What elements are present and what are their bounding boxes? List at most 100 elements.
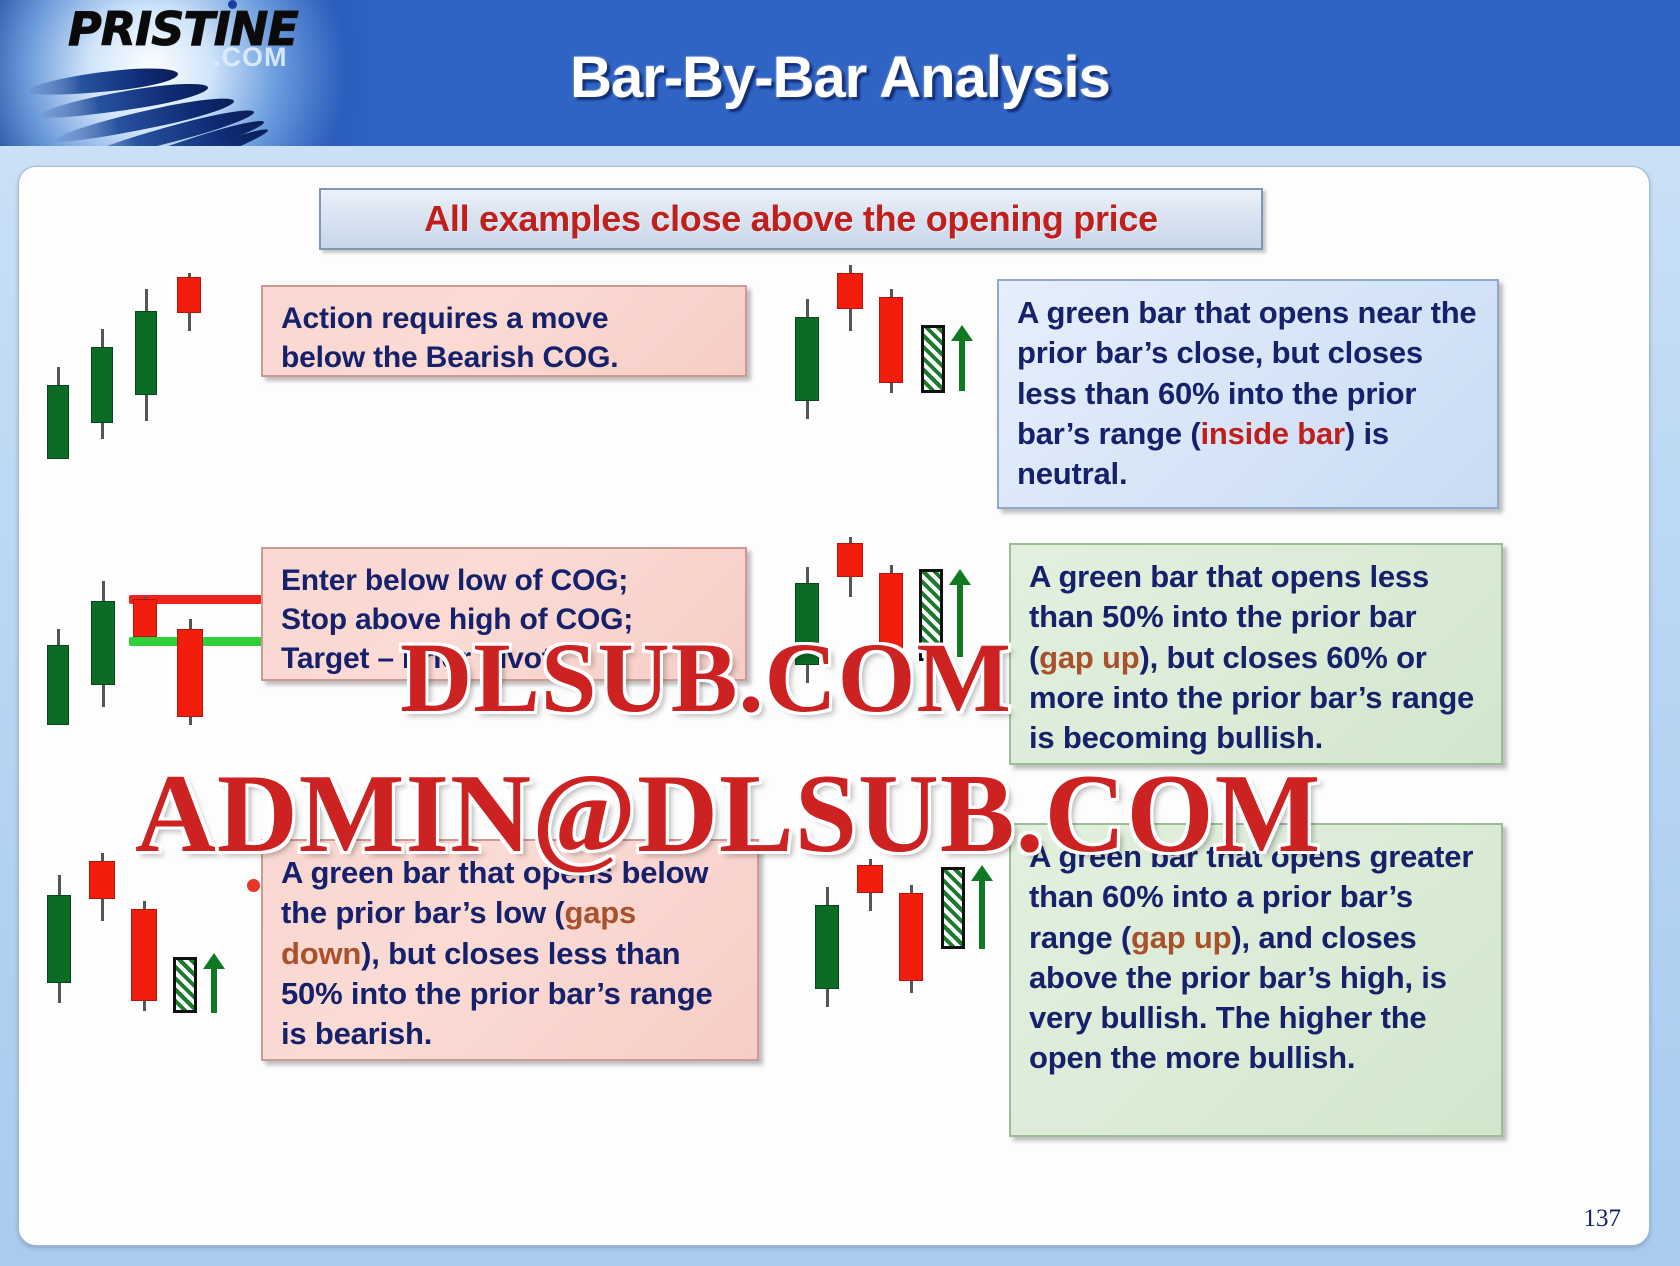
chart-top-right (779, 263, 999, 463)
red-dot-marker (247, 879, 260, 892)
arrow-head (971, 865, 993, 881)
textbox-line: below the Bearish COG. (281, 341, 619, 374)
arrow-head (203, 953, 225, 969)
textbox-line: Stop above high of COG; (281, 603, 634, 636)
candle-wick (57, 629, 60, 651)
up-arrow-icon (949, 569, 971, 657)
stop-line (129, 595, 265, 604)
candle-very-bullish-bar (941, 867, 965, 949)
candle (91, 581, 115, 707)
page-title: Bar-By-Bar Analysis (570, 45, 1111, 110)
candle-cog (133, 597, 157, 643)
candle-body (815, 905, 839, 989)
headline-banner-text: All examples close above the opening pri… (424, 198, 1158, 239)
textbox-very-bullish: A green bar that opens greater than 60% … (1009, 823, 1503, 1137)
page-number: 137 (1583, 1205, 1622, 1232)
textbox-text: ), and closes above the prior bar’s high… (1029, 919, 1447, 1076)
arrow-shaft (957, 583, 963, 657)
textbox-highlight: inside bar (1200, 415, 1345, 451)
candle-body (795, 583, 819, 665)
textbox-body: A green bar that opens less than 50% int… (1011, 545, 1501, 770)
slide-header: PRISTINE .COM Bar-By-Bar Analysis (0, 0, 1680, 146)
textbox-line: Action requires a move (281, 302, 609, 335)
logo-wordmark: PRISTINE (68, 2, 300, 57)
candle-body (919, 569, 943, 661)
textbox-action-requires-move: Action requires a move below the Bearish… (261, 285, 747, 377)
candle-body (879, 573, 903, 653)
candle (177, 273, 201, 331)
textbox-gaps-down-bearish: A green bar that opens below the prior b… (261, 839, 759, 1061)
candle-body (47, 645, 69, 725)
textbox-text: A green bar that opens greater than 60% … (1029, 839, 1474, 955)
candle-body (857, 865, 883, 893)
candle-body (91, 347, 113, 423)
arrow-shaft (959, 339, 965, 391)
candle (815, 887, 839, 1007)
candle-body (47, 895, 71, 983)
candle-body (133, 599, 157, 637)
content-card: All examples close above the opening pri… (18, 166, 1650, 1246)
textbox-text: ) is neutral. (1017, 415, 1389, 492)
logo-com-suffix: .COM (213, 42, 288, 72)
textbox-body: A green bar that opens greater than 60% … (1011, 825, 1501, 1091)
chart-bottom-right (799, 839, 1019, 1039)
candle (837, 537, 863, 597)
arrow-shaft (211, 967, 217, 1013)
chart-top-left (29, 267, 249, 459)
candle (91, 329, 113, 439)
logo-dot (228, 0, 237, 9)
candle-body (921, 325, 945, 393)
textbox-becoming-bullish: A green bar that opens less than 50% int… (1009, 543, 1503, 765)
textbox-body: A green bar that opens near the prior ba… (999, 281, 1497, 506)
up-arrow-icon (971, 865, 993, 949)
textbox-line: Enter below low of COG; (281, 564, 629, 597)
up-arrow-icon (951, 325, 973, 391)
arrow-shaft (979, 879, 985, 949)
candle (47, 629, 69, 725)
arrow-head (951, 325, 973, 341)
candle-body (131, 909, 157, 1001)
candle (837, 265, 863, 331)
textbox-line: Target – Prior Pivot. (281, 642, 560, 675)
candle (879, 289, 903, 393)
textbox-text: ), but closes 60% or more into the prior… (1029, 639, 1475, 756)
candle-body (47, 385, 69, 459)
textbox-highlight: gaps down (281, 895, 637, 971)
candle (47, 367, 69, 459)
candle-body (173, 957, 197, 1013)
candle-gap-down-bar (173, 957, 197, 1013)
candle-body (879, 297, 903, 383)
candle (135, 289, 157, 421)
candle (795, 299, 819, 419)
candle-body (837, 543, 863, 577)
textbox-highlight: gap up (1039, 639, 1140, 675)
candle-body (91, 601, 115, 685)
candle-body (899, 893, 923, 981)
candle-body (837, 273, 863, 309)
candle-body (177, 277, 201, 313)
arrow-head (949, 569, 971, 585)
candle-body (177, 629, 203, 717)
candle (795, 567, 819, 683)
candle-gap-up-bar (919, 569, 943, 661)
textbox-text: A green bar that opens less than 50% int… (1029, 559, 1430, 675)
up-arrow-icon (203, 953, 225, 1013)
candle (89, 853, 115, 921)
textbox-highlight: gap up (1130, 919, 1232, 955)
pristine-logo: PRISTINE .COM (27, 0, 340, 146)
candle (857, 859, 883, 911)
candle-body (89, 861, 115, 899)
chart-mid-right (779, 537, 999, 727)
textbox-inside-bar-neutral: A green bar that opens near the prior ba… (997, 279, 1499, 509)
textbox-text: A green bar that opens below the prior b… (281, 855, 709, 931)
candle-wick (57, 367, 60, 389)
candle-body (135, 311, 157, 395)
candle (131, 901, 157, 1011)
textbox-text: ), but closes less than 50% into the pri… (281, 935, 713, 1052)
candle-body (941, 867, 965, 949)
textbox-body: A green bar that opens below the prior b… (263, 841, 757, 1066)
textbox-text: A green bar that opens near the prior ba… (1017, 295, 1477, 451)
candle (47, 875, 71, 1003)
candle (177, 619, 203, 725)
